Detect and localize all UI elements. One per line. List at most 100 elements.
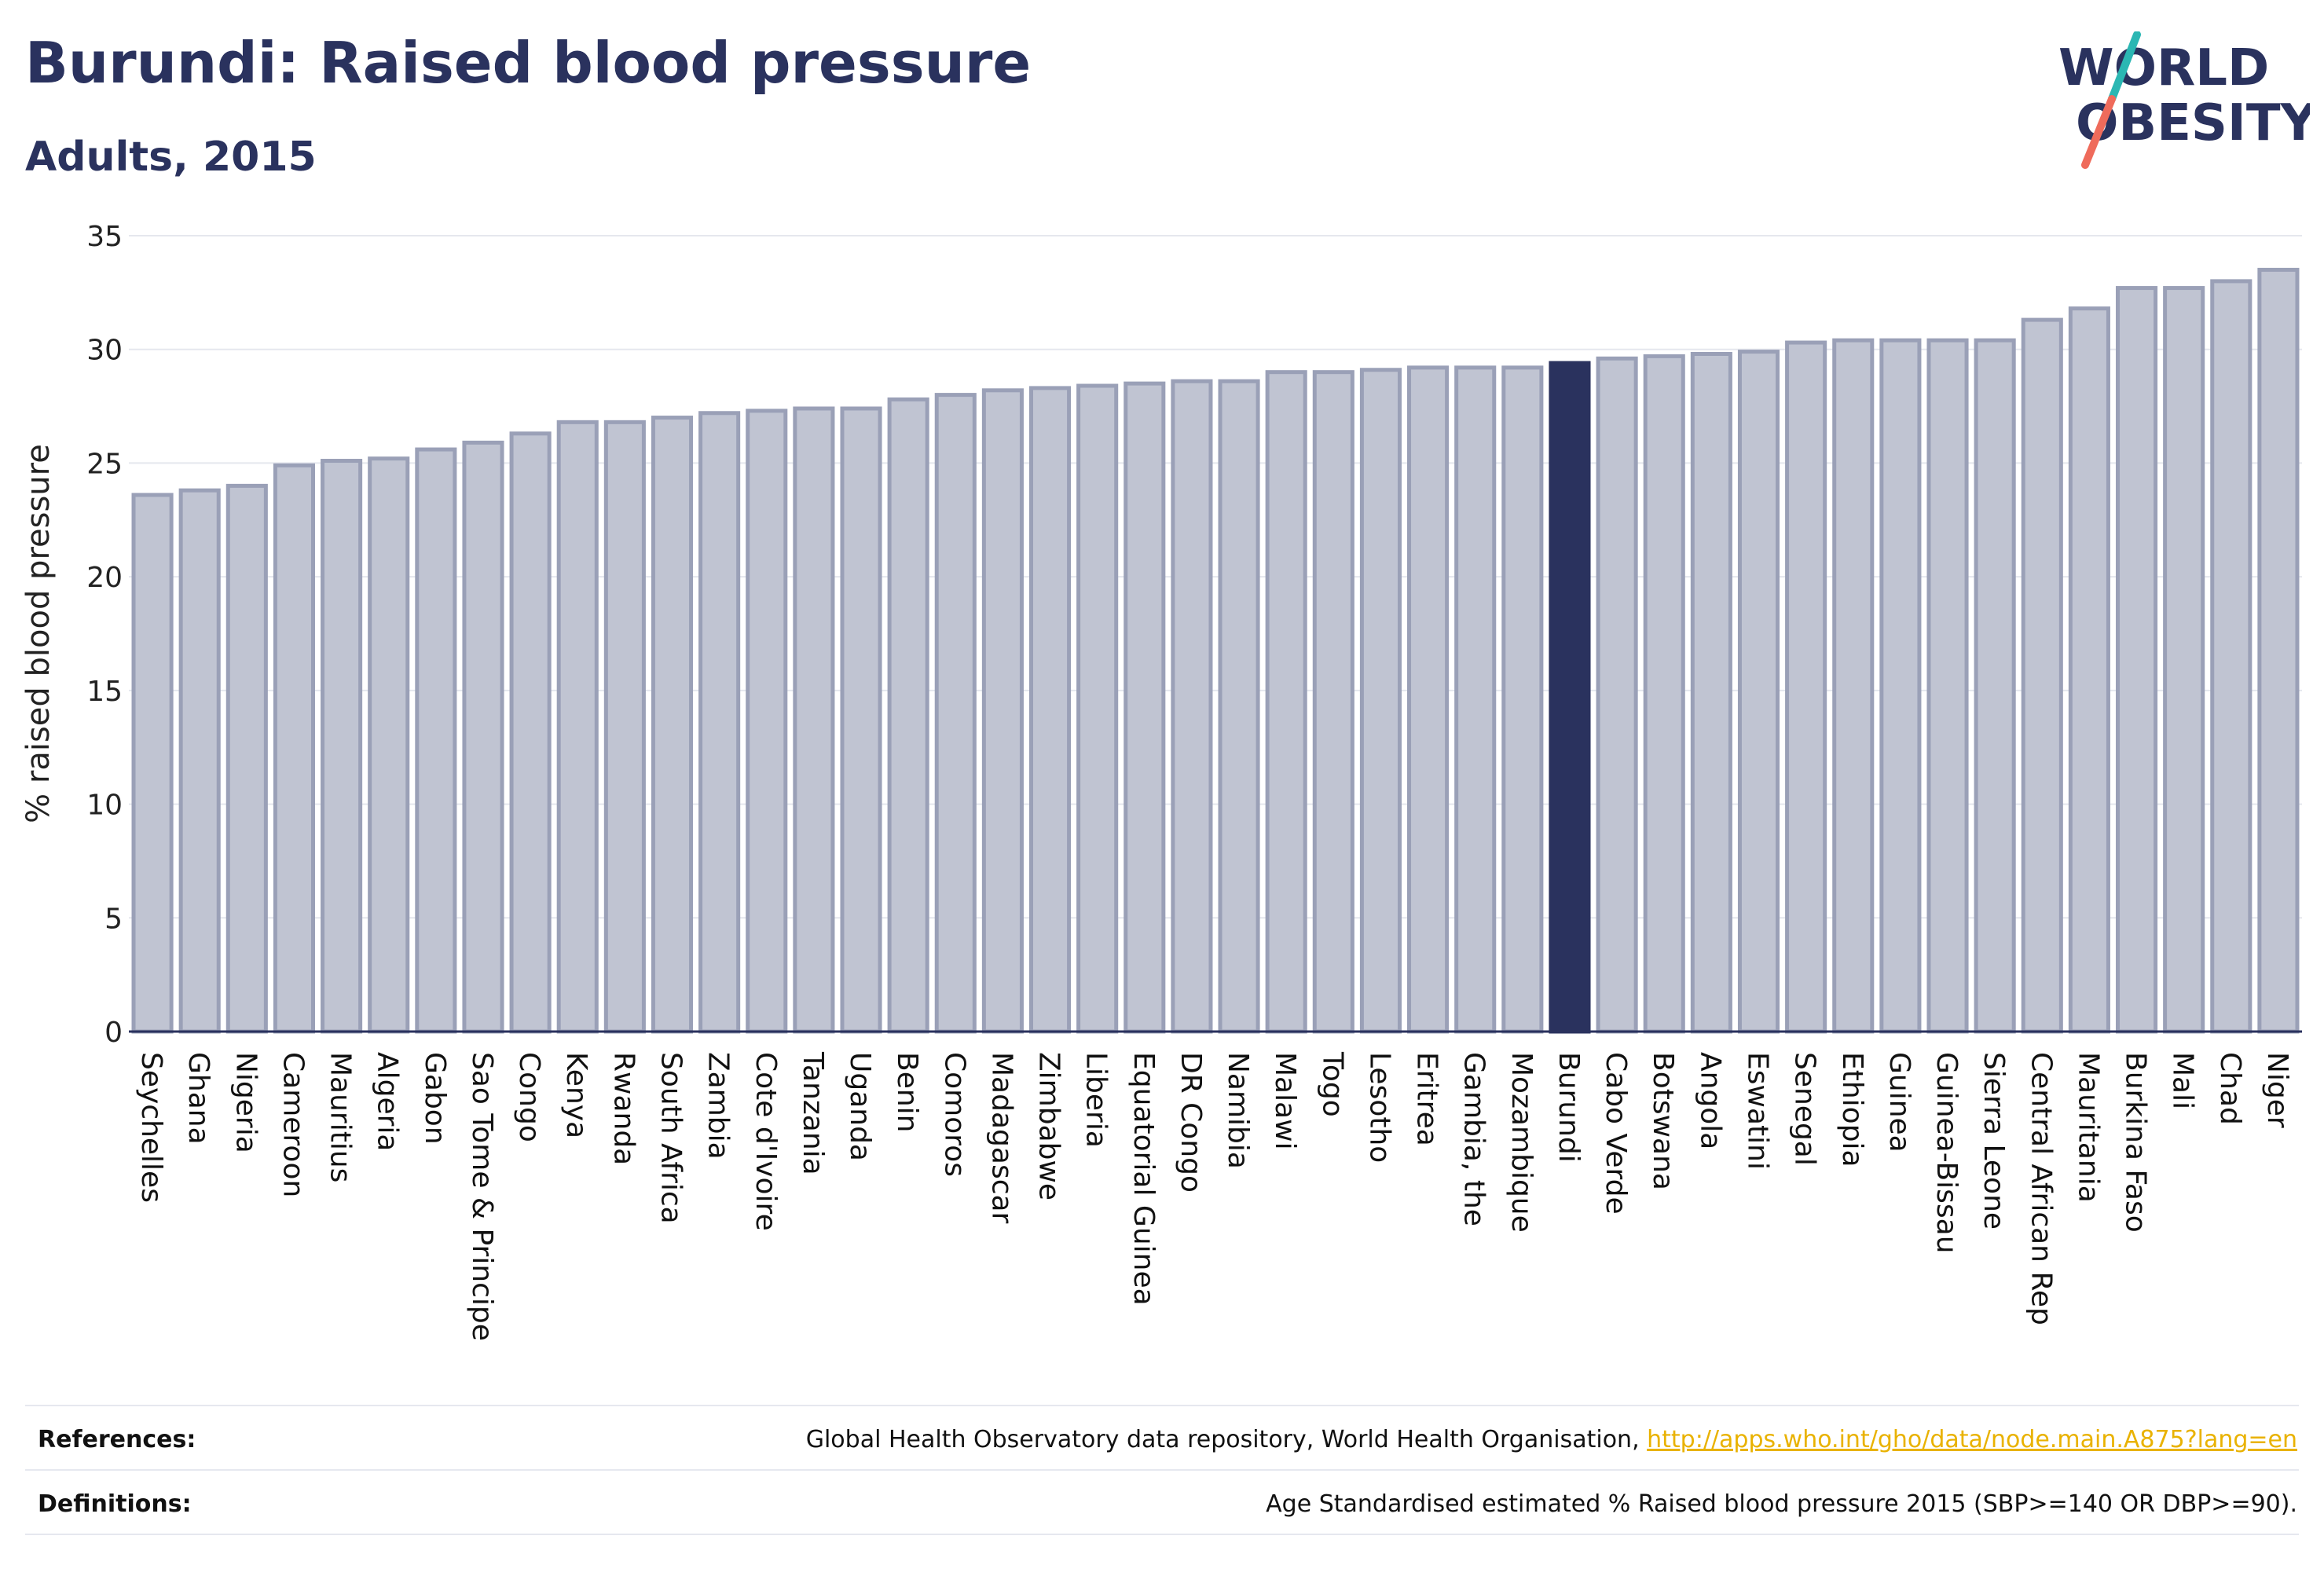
x-tick-label: Nigeria xyxy=(229,1052,262,1153)
bar xyxy=(178,488,221,1034)
page-subtitle: Adults, 2015 xyxy=(25,134,317,181)
x-tick-label: Malawi xyxy=(1269,1052,1301,1150)
y-tick-label: 0 xyxy=(104,1017,123,1049)
bar xyxy=(509,431,552,1034)
x-tick-label: Mozambique xyxy=(1505,1052,1538,1233)
references-source: Global Health Observatory data repositor… xyxy=(805,1426,1648,1453)
page-title: Burundi: Raised blood pressure xyxy=(25,30,1032,96)
bar xyxy=(2021,317,2063,1034)
x-tick-label: Zambia xyxy=(702,1052,735,1160)
y-tick-label: 20 xyxy=(86,562,123,594)
x-tick-label: Namibia xyxy=(1222,1052,1254,1169)
bar xyxy=(2210,279,2253,1034)
x-tick-label: Congo xyxy=(513,1052,545,1142)
bar xyxy=(1879,338,1922,1034)
x-tick-label: Gabon xyxy=(419,1052,451,1145)
bar xyxy=(1312,370,1354,1034)
bar xyxy=(840,406,882,1034)
bar xyxy=(2257,267,2300,1034)
x-tick-label: Botswana xyxy=(1647,1052,1679,1190)
footer-divider-middle xyxy=(25,1469,2299,1471)
bar xyxy=(1124,381,1166,1034)
x-tick-label: Sao Tome & Principe xyxy=(466,1052,498,1341)
bar xyxy=(2163,286,2205,1034)
y-tick-label: 10 xyxy=(86,790,123,822)
logo-text-obesity: OBESITY xyxy=(2076,94,2310,152)
bar xyxy=(1076,383,1119,1034)
y-tick-label: 25 xyxy=(86,448,123,480)
x-tick-label: Lesotho xyxy=(1363,1052,1395,1163)
bar xyxy=(1171,379,1213,1034)
bar xyxy=(368,456,410,1034)
bar xyxy=(1926,338,1969,1034)
bar xyxy=(556,420,599,1034)
bar-highlight xyxy=(1549,361,1591,1034)
bar xyxy=(1974,338,2016,1034)
x-tick-label: Niger xyxy=(2261,1052,2293,1128)
x-tick-label: Eswatini xyxy=(1742,1052,1774,1170)
bar xyxy=(981,388,1024,1034)
y-tick-label: 5 xyxy=(104,903,123,935)
x-tick-label: Togo xyxy=(1316,1051,1348,1117)
x-tick-label: Burkina Faso xyxy=(2120,1052,2152,1233)
x-tick-label: Rwanda xyxy=(607,1052,640,1165)
bar xyxy=(603,420,646,1034)
bar xyxy=(1596,356,1638,1034)
x-tick-label: Cote d'Ivoire xyxy=(750,1052,782,1231)
bar xyxy=(273,463,315,1034)
logo-slash-coral xyxy=(2081,95,2116,169)
bar xyxy=(1785,340,1827,1034)
bar xyxy=(1265,370,1307,1034)
y-tick-label: 15 xyxy=(86,676,123,708)
y-tick-label: 30 xyxy=(86,335,123,367)
world-obesity-logo: WORLD OBESITY xyxy=(2058,31,2310,169)
bar xyxy=(2115,286,2158,1034)
x-tick-label: Zimbabwe xyxy=(1033,1052,1065,1200)
x-tick-label: South Africa xyxy=(655,1052,687,1224)
bar xyxy=(1737,350,1780,1034)
x-tick-label: Seychelles xyxy=(135,1052,167,1203)
bar xyxy=(1643,354,1685,1034)
x-tick-label: Chad xyxy=(2214,1052,2246,1125)
x-tick-label: DR Congo xyxy=(1175,1052,1207,1193)
y-tick-label: 35 xyxy=(86,221,123,253)
x-tick-label: Benin xyxy=(891,1052,923,1132)
references-link[interactable]: http://apps.who.int/gho/data/node.main.A… xyxy=(1647,1426,2297,1453)
bar xyxy=(887,397,929,1034)
definitions-label: Definitions: xyxy=(38,1490,192,1518)
x-tick-label: Mauritania xyxy=(2072,1052,2104,1203)
references-label: References: xyxy=(38,1426,196,1453)
x-tick-label: Angola xyxy=(1694,1052,1726,1149)
bar xyxy=(1218,379,1260,1034)
x-tick-label: Comoros xyxy=(938,1052,970,1177)
x-tick-label: Equatorial Guinea xyxy=(1127,1052,1160,1306)
labels-layer: 0 5 10 15 20 25 30 35 Seychelles Ghana Nigeria Came… xyxy=(20,221,2293,1341)
references-text: Global Health Observatory data repositor… xyxy=(806,1426,2297,1453)
x-tick-label: Mauritius xyxy=(324,1052,357,1182)
x-tick-label: Central African Rep xyxy=(2025,1052,2057,1325)
bar xyxy=(1832,338,1875,1034)
bar xyxy=(131,493,174,1034)
bar xyxy=(321,459,363,1034)
bar xyxy=(1407,365,1450,1034)
x-tick-label: Ghana xyxy=(182,1052,214,1145)
x-tick-label: Algeria xyxy=(372,1052,404,1152)
x-tick-label: Ethiopia xyxy=(1836,1052,1868,1167)
bar xyxy=(651,416,694,1034)
x-tick-label: Cabo Verde xyxy=(1600,1052,1632,1215)
x-tick-label: Madagascar xyxy=(985,1052,1017,1224)
x-tick-label: Cameroon xyxy=(277,1052,309,1197)
footer-divider-top xyxy=(25,1405,2299,1406)
x-tick-label: Uganda xyxy=(844,1052,876,1161)
x-tick-label: Senegal xyxy=(1789,1052,1821,1166)
x-tick-label: Liberia xyxy=(1080,1052,1113,1148)
y-axis-label: % raised blood pressure xyxy=(20,444,57,823)
x-tick-label: Kenya xyxy=(560,1052,592,1138)
x-tick-label: Eritrea xyxy=(1411,1052,1443,1146)
x-tick-label: Burundi xyxy=(1552,1052,1585,1163)
bar xyxy=(462,440,504,1034)
x-tick-label: Guinea xyxy=(1883,1052,1915,1153)
bar xyxy=(698,411,741,1034)
bar xyxy=(746,409,788,1034)
bar xyxy=(1028,386,1072,1034)
